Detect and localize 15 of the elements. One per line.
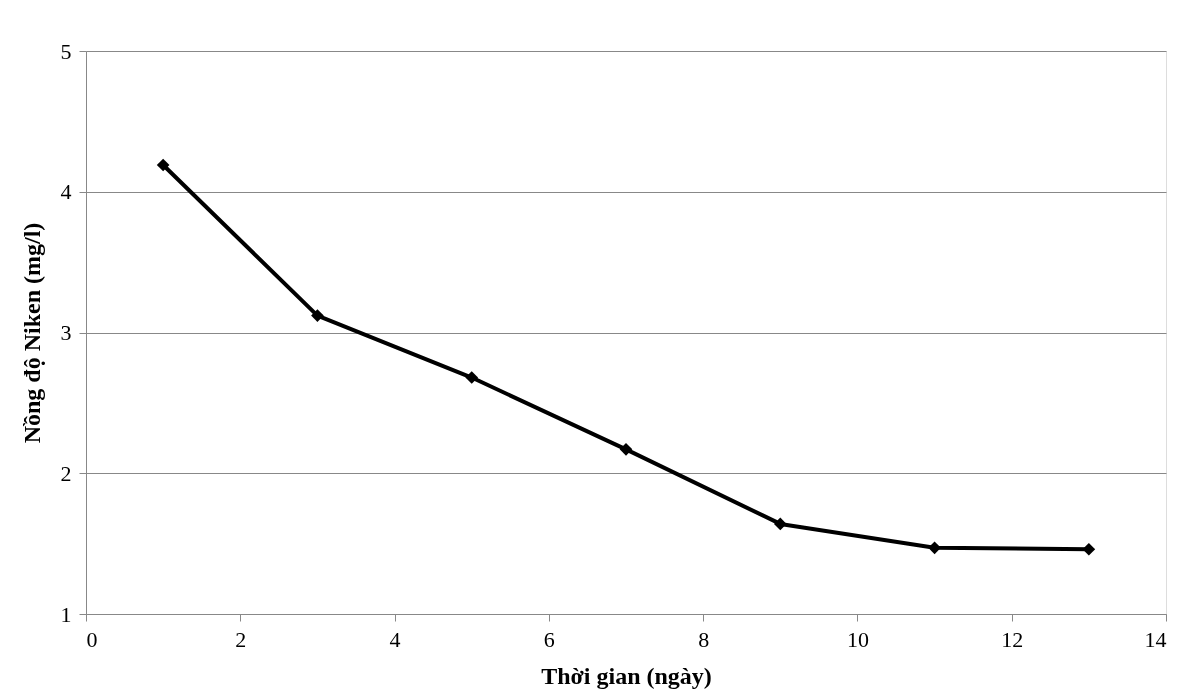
- x-tick-label: 0: [86, 626, 98, 652]
- x-tick-label: 14: [1144, 626, 1167, 652]
- y-tick-label: 1: [60, 601, 72, 627]
- x-axis-title: Thời gian (ngày): [541, 662, 712, 689]
- x-tick-label: 12: [1001, 626, 1024, 652]
- x-tick-label: 10: [846, 626, 869, 652]
- y-tick-label: 2: [60, 460, 72, 486]
- y-axis-title: Nồng độ Niken (mg/l): [18, 222, 45, 444]
- x-tick-label: 4: [389, 626, 401, 652]
- x-tick-label: 8: [698, 626, 710, 652]
- x-tick-label: 6: [543, 626, 555, 652]
- y-tick-label: 3: [60, 320, 72, 345]
- x-tick-label: 2: [235, 626, 247, 652]
- y-tick-label: 5: [60, 38, 72, 64]
- y-tick-label: 4: [60, 179, 72, 205]
